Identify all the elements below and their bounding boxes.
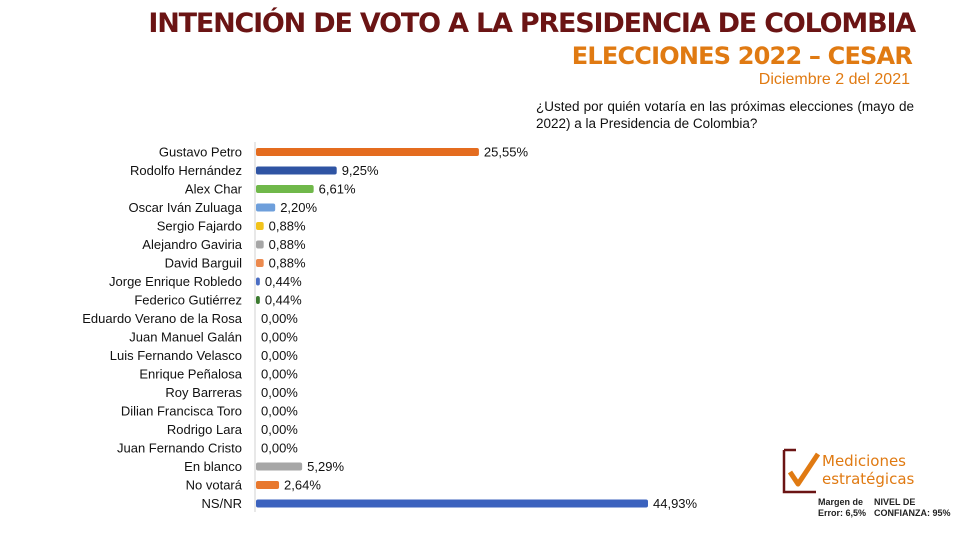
category-label: Gustavo Petro xyxy=(159,145,242,160)
category-label: Juan Manuel Galán xyxy=(129,330,242,345)
value-label: 0,88% xyxy=(269,256,306,271)
bar xyxy=(256,277,260,286)
category-label: Eduardo Verano de la Rosa xyxy=(82,311,242,326)
bar xyxy=(256,166,337,175)
bar xyxy=(256,148,479,156)
category-label: Rodrigo Lara xyxy=(167,422,243,437)
logo-line-1: Mediciones xyxy=(822,452,907,470)
bar xyxy=(256,462,303,471)
category-label: Enrique Peñalosa xyxy=(139,367,242,382)
logo-line-2: estratégicas xyxy=(822,470,915,488)
value-label: 0,00% xyxy=(261,422,298,437)
value-label: 2,64% xyxy=(284,478,321,493)
survey-question: ¿Usted por quién votaría en las próximas… xyxy=(536,99,914,131)
value-label: 0,00% xyxy=(261,311,298,326)
bar xyxy=(256,185,314,193)
bar xyxy=(256,499,648,508)
category-label: Federico Gutiérrez xyxy=(134,293,242,308)
confidence-level: NIVEL DE CONFIANZA: 95% xyxy=(874,497,951,518)
category-label: Juan Fernando Cristo xyxy=(117,441,242,456)
bar xyxy=(256,222,264,230)
value-label: 2,20% xyxy=(280,200,317,215)
value-label: 0,00% xyxy=(261,385,298,400)
bar xyxy=(256,259,264,267)
bar xyxy=(256,296,260,304)
value-label: 0,00% xyxy=(261,367,298,382)
margin-of-error: Margen de Error: 6,5% xyxy=(818,497,867,518)
value-label: 0,88% xyxy=(269,237,306,252)
category-label: Oscar Iván Zuluaga xyxy=(129,200,243,215)
category-label: NS/NR xyxy=(202,496,242,511)
category-label: Jorge Enrique Robledo xyxy=(109,274,242,289)
category-label: Alex Char xyxy=(185,182,243,197)
page-title: INTENCIÓN DE VOTO A LA PRESIDENCIA DE CO… xyxy=(148,8,916,39)
value-label: 0,00% xyxy=(261,441,298,456)
value-label: 44,93% xyxy=(653,496,698,511)
value-label: 0,00% xyxy=(261,330,298,345)
category-label: Luis Fernando Velasco xyxy=(110,348,242,363)
value-label: 0,00% xyxy=(261,348,298,363)
logo-check-icon xyxy=(782,448,821,494)
category-label: Alejandro Gaviria xyxy=(142,237,242,252)
category-label: En blanco xyxy=(184,459,242,474)
value-label: 25,55% xyxy=(484,145,529,160)
category-label: David Barguil xyxy=(165,256,242,271)
category-label: Roy Barreras xyxy=(165,385,242,400)
value-label: 5,29% xyxy=(307,459,344,474)
bar xyxy=(256,240,264,249)
category-labels: Gustavo Petro Rodolfo Hernández Alex Char O… xyxy=(82,145,243,512)
bar xyxy=(256,203,276,212)
bar xyxy=(256,481,280,489)
category-label: No votará xyxy=(186,478,243,493)
page-subtitle: ELECCIONES 2022 – CESAR xyxy=(571,42,913,70)
category-label: Sergio Fajardo xyxy=(157,219,242,234)
value-label: 0,88% xyxy=(269,219,306,234)
logo-text: Mediciones estratégicas xyxy=(822,452,914,488)
value-label: 0,44% xyxy=(265,274,302,289)
bars xyxy=(256,148,648,508)
value-label: 6,61% xyxy=(319,182,356,197)
value-labels: 25,55% 9,25% 6,61%2,20% 0,88% 0,88% 0,88% 0,44… xyxy=(261,145,698,512)
category-label: Rodolfo Hernández xyxy=(130,163,242,178)
survey-date: Diciembre 2 del 2021 xyxy=(758,71,910,88)
category-label: Dilian Francisca Toro xyxy=(121,404,242,419)
value-label: 0,00% xyxy=(261,404,298,419)
value-label: 0,44% xyxy=(265,293,302,308)
value-label: 9,25% xyxy=(342,163,379,178)
